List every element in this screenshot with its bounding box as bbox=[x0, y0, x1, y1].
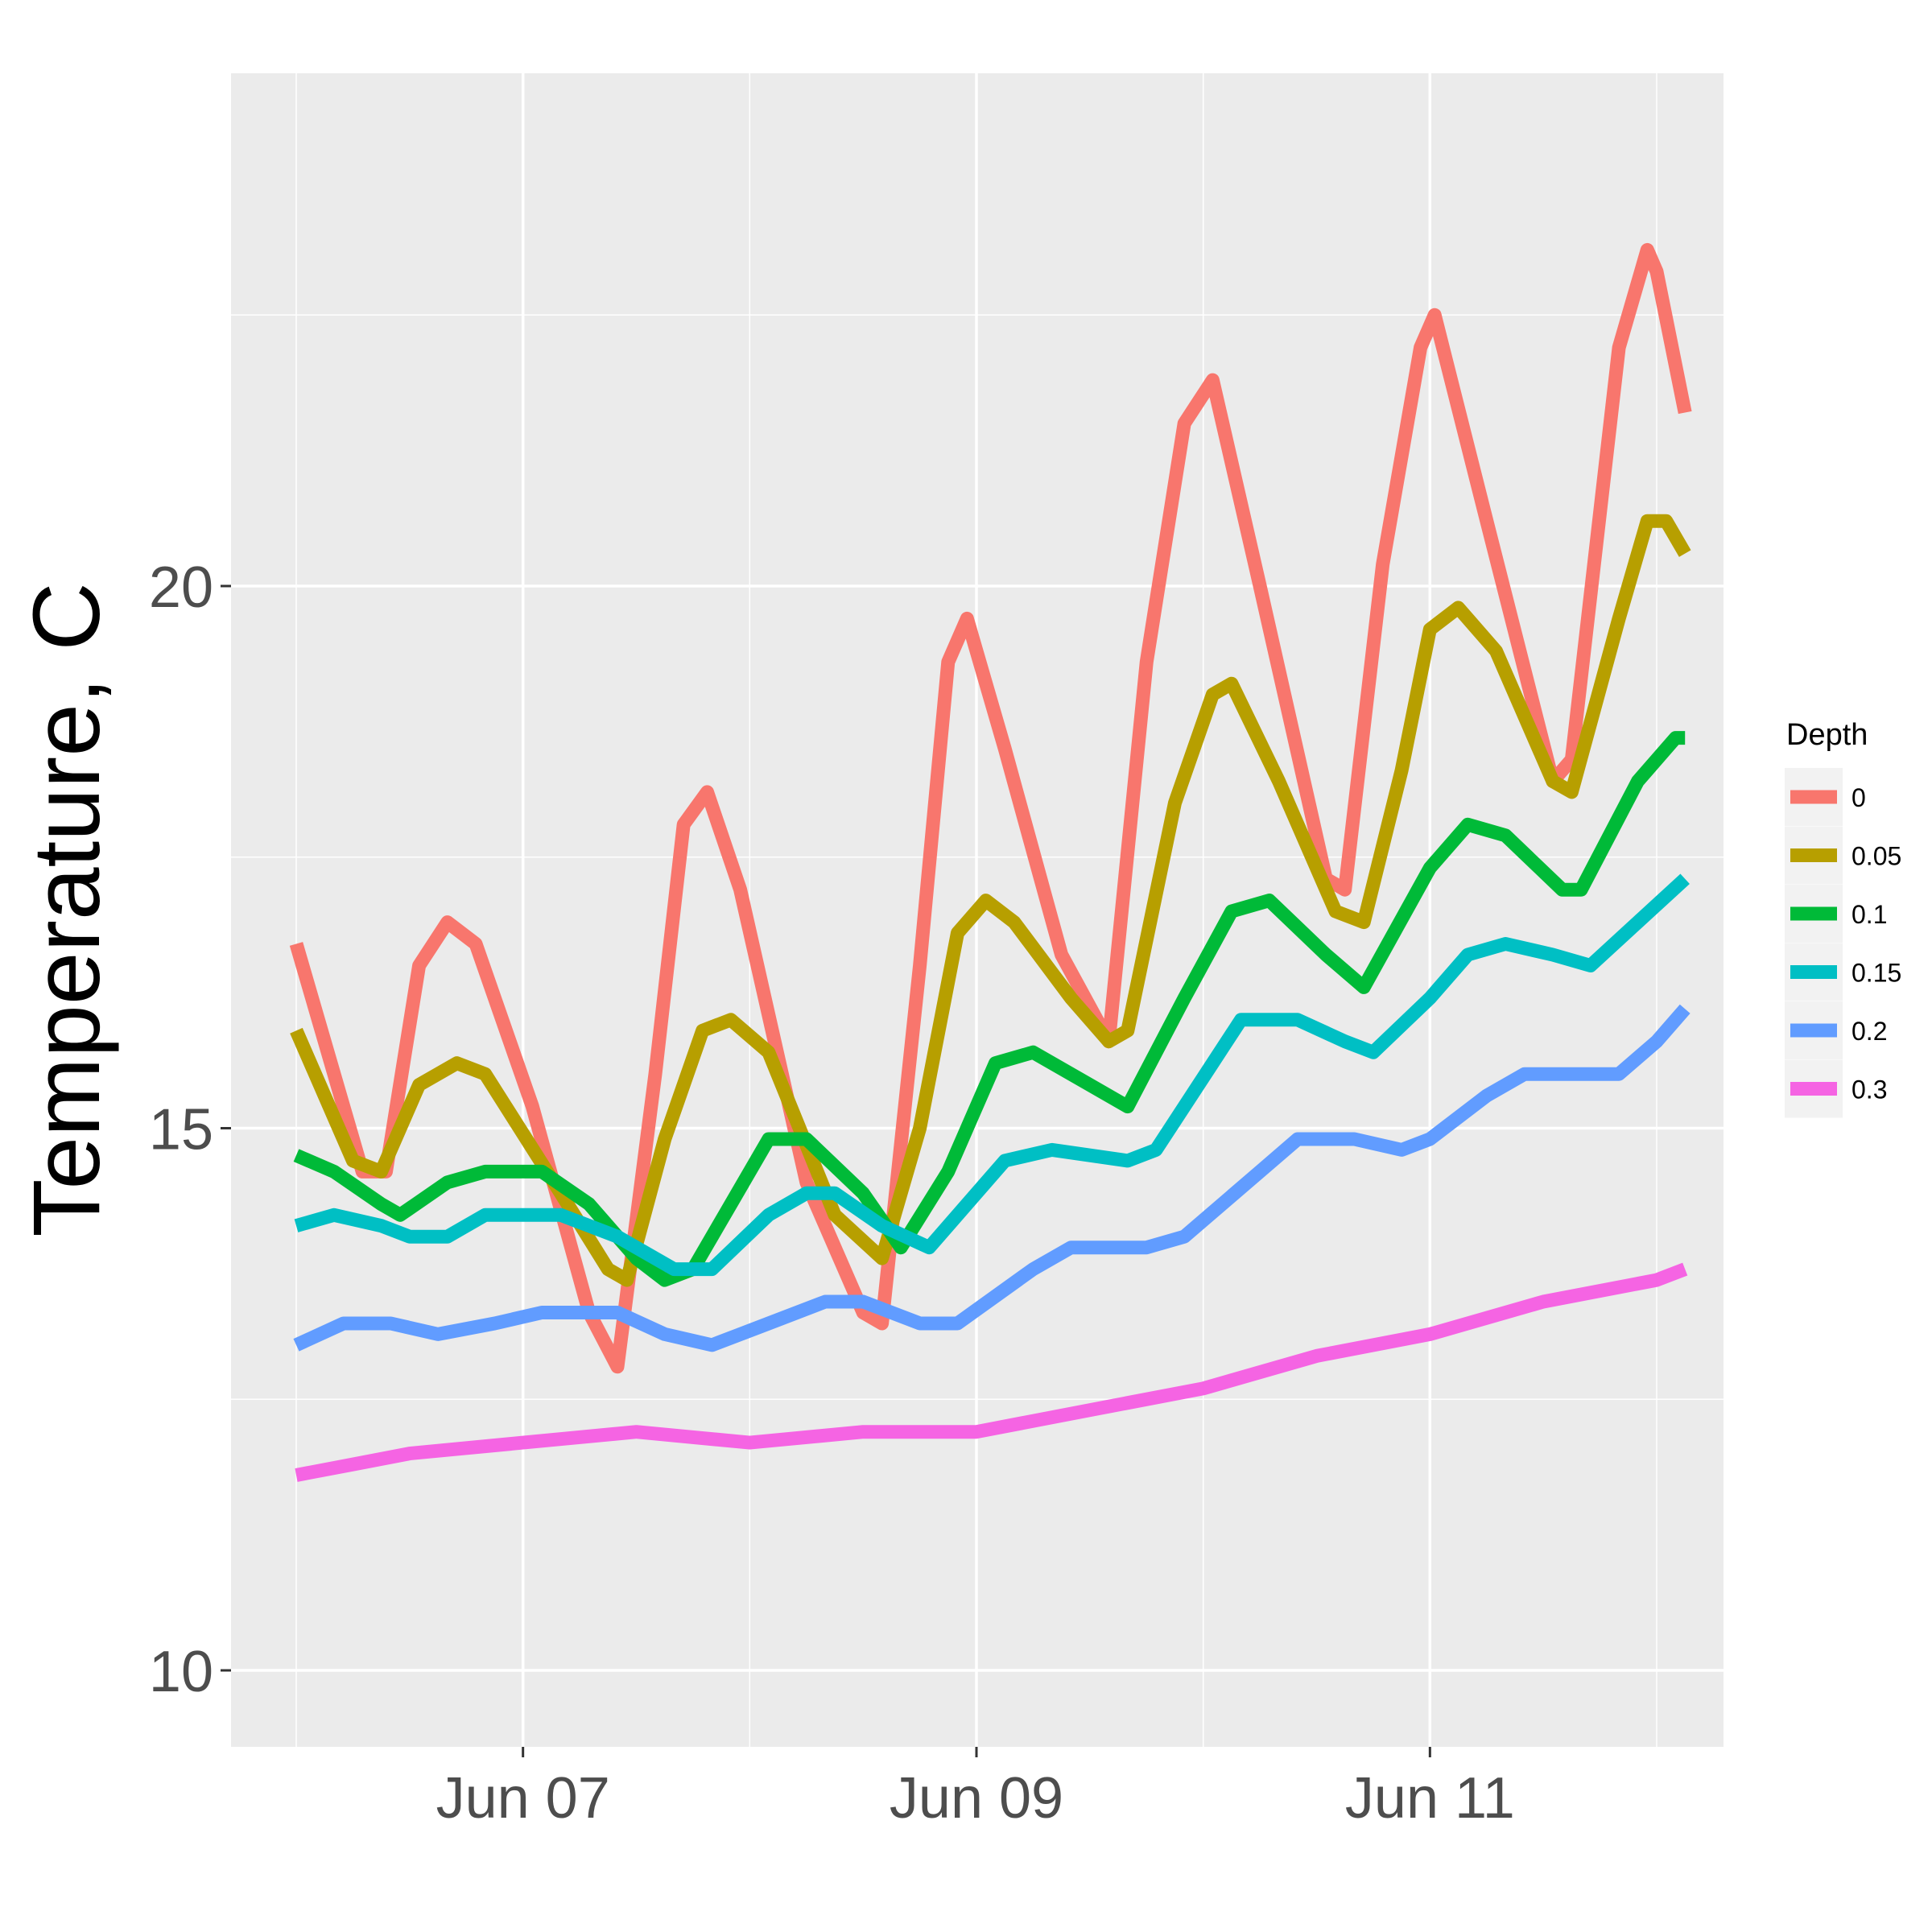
legend-label: 0.1 bbox=[1852, 900, 1887, 929]
series-line-depth-5 bbox=[295, 1262, 1688, 1482]
legend-item: 0.1 bbox=[1785, 885, 1887, 943]
series-line-depth-4 bbox=[293, 1004, 1690, 1352]
legend-item: 0.2 bbox=[1785, 1001, 1887, 1059]
series-lines bbox=[289, 242, 1692, 1482]
legend-item: 0.05 bbox=[1785, 826, 1901, 885]
legend-items: 0 0.05 0.1 0.15 0.2 0.3 bbox=[1785, 768, 1901, 1118]
y-axis-title: Temperature, C bbox=[14, 582, 120, 1236]
legend-item: 0 bbox=[1785, 768, 1866, 826]
legend-label: 0 bbox=[1852, 783, 1866, 812]
legend-item: 0.15 bbox=[1785, 943, 1901, 1001]
series-line-depth-2 bbox=[293, 731, 1686, 1287]
y-axis: 10 15 20 bbox=[149, 555, 231, 1704]
series-line-depth-1 bbox=[290, 514, 1691, 1287]
legend-label: 0.05 bbox=[1852, 842, 1901, 871]
x-tick-label: Jun 09 bbox=[890, 1766, 1063, 1831]
legend-label: 0.3 bbox=[1852, 1075, 1887, 1104]
y-tick-label: 10 bbox=[149, 1640, 213, 1704]
x-axis: Jun 07 Jun 09 Jun 11 bbox=[436, 1747, 1515, 1831]
legend-label: 0.15 bbox=[1852, 959, 1901, 988]
series-line-depth-3 bbox=[294, 873, 1690, 1277]
legend-title: Depth bbox=[1786, 718, 1868, 752]
y-tick-label: 15 bbox=[149, 1098, 213, 1162]
y-tick-label: 20 bbox=[149, 555, 213, 620]
x-tick-label: Jun 11 bbox=[1345, 1766, 1515, 1831]
legend-label: 0.2 bbox=[1852, 1017, 1887, 1046]
legend: Depth 0 0.05 0.1 0.15 0.2 0.3 bbox=[1785, 718, 1901, 1118]
series-line-depth-0 bbox=[289, 242, 1692, 1374]
legend-item: 0.3 bbox=[1785, 1059, 1887, 1118]
x-tick-label: Jun 07 bbox=[436, 1766, 610, 1831]
